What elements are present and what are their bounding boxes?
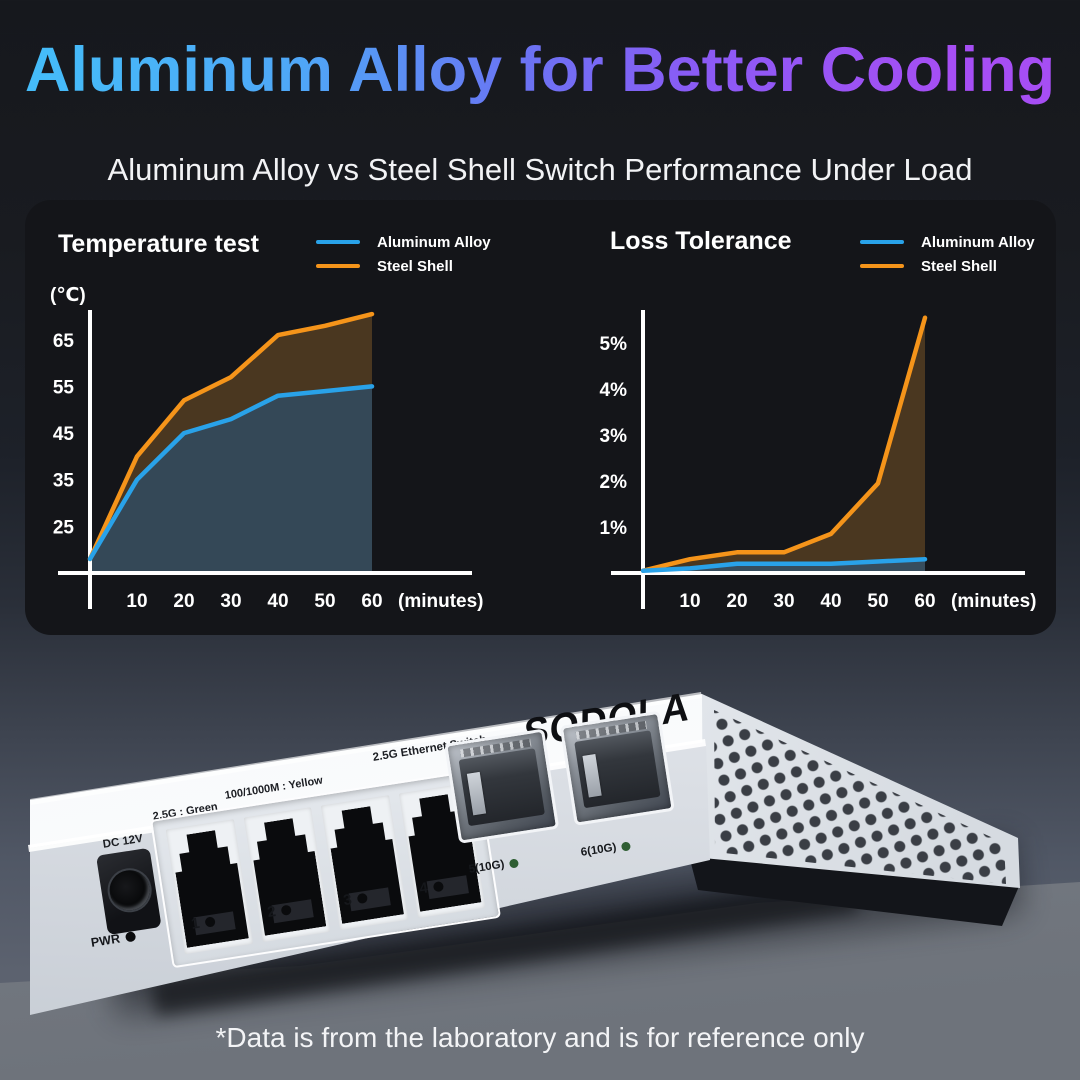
port-number-text: 2 [266, 902, 277, 922]
port-number-2: 2 [266, 900, 293, 921]
legend-row: Steel Shell [860, 254, 1035, 278]
x-tick-label: 30 [773, 591, 794, 612]
y-tick-label: 3% [600, 426, 628, 447]
legend-label: Aluminum Alloy [377, 233, 491, 251]
y-tick-label: 1% [600, 518, 628, 539]
legend-row: Steel Shell [316, 254, 491, 278]
x-axis-unit-label: (minutes) [398, 591, 484, 612]
sfp-cage-louver [575, 720, 648, 740]
sfp-port-5 [444, 728, 560, 844]
y-tick-label: 55 [53, 377, 75, 398]
y-tick-label: 45 [53, 424, 75, 445]
legend-swatch [316, 240, 360, 244]
y-tick-label: 5% [600, 334, 628, 355]
legend-label: Steel Shell [377, 257, 453, 275]
x-tick-label: 20 [726, 591, 747, 612]
x-tick-label: 50 [867, 591, 888, 612]
x-tick-label: 10 [679, 591, 700, 612]
x-tick-label: 10 [126, 591, 147, 612]
x-tick-label: 60 [361, 591, 382, 612]
sfp-led [508, 857, 519, 869]
legend-label: Aluminum Alloy [921, 233, 1035, 251]
aluminum-line [640, 556, 928, 573]
y-tick-label: 25 [53, 517, 75, 538]
x-tick-label: 60 [914, 591, 935, 612]
x-tick-label: 20 [173, 591, 194, 612]
page-subtitle: Aluminum Alloy vs Steel Shell Switch Per… [107, 152, 973, 187]
sfp-port-6 [559, 710, 675, 826]
port-led [432, 880, 445, 892]
legend-swatch [860, 240, 904, 244]
y-tick-label: 2% [600, 472, 628, 493]
steel-area [643, 317, 925, 571]
temperature-chart-title: Temperature test [58, 230, 259, 258]
legend-swatch [860, 264, 904, 268]
footnote: *Data is from the laboratory and is for … [215, 1022, 865, 1053]
port-number-1: 1 [190, 912, 217, 933]
port-number-text: 4 [418, 879, 430, 898]
y-axis-unit-label: (℃) [50, 285, 86, 306]
loss-chart: 1% 2% 3% 4% 5% 10 20 30 40 50 60 (minutes) [600, 310, 1037, 612]
port-number-3: 3 [342, 889, 369, 910]
legend-row: Aluminum Alloy [316, 230, 491, 254]
x-tick-label: 40 [820, 591, 841, 612]
sfp-led [620, 840, 631, 852]
port-led [356, 892, 369, 904]
y-tick-label: 35 [53, 471, 75, 492]
legend-swatch [316, 264, 360, 268]
temperature-chart-legend: Aluminum Alloy Steel Shell [316, 230, 491, 278]
x-tick-label: 50 [314, 591, 335, 612]
x-tick-label: 40 [267, 591, 288, 612]
x-tick-label: 30 [220, 591, 241, 612]
y-tick-label: 65 [53, 331, 75, 352]
port-number-text: 1 [190, 914, 201, 933]
page-title: Aluminum Alloy for Better Cooling [0, 34, 1080, 106]
port-led [280, 903, 293, 916]
temperature-chart: 25 35 45 55 65 10 20 30 40 50 60 (minutes) (℃) [50, 285, 484, 612]
x-axis-unit-label: (minutes) [951, 591, 1037, 612]
legend-row: Aluminum Alloy [860, 230, 1035, 254]
steel-area [90, 314, 372, 559]
aluminum-area [90, 386, 372, 573]
loss-chart-legend: Aluminum Alloy Steel Shell [860, 230, 1035, 278]
port-number-4: 4 [418, 877, 445, 898]
port-led [204, 915, 217, 928]
pwr-led [125, 931, 137, 943]
y-tick-label: 4% [600, 380, 628, 401]
steel-line [87, 311, 375, 562]
sfp-cage-louver [460, 738, 532, 758]
legend-label: Steel Shell [921, 257, 997, 275]
aluminum-line [87, 384, 375, 562]
steel-line [640, 315, 928, 573]
loss-chart-title: Loss Tolerance [610, 227, 792, 255]
port-number-text: 3 [342, 891, 354, 910]
